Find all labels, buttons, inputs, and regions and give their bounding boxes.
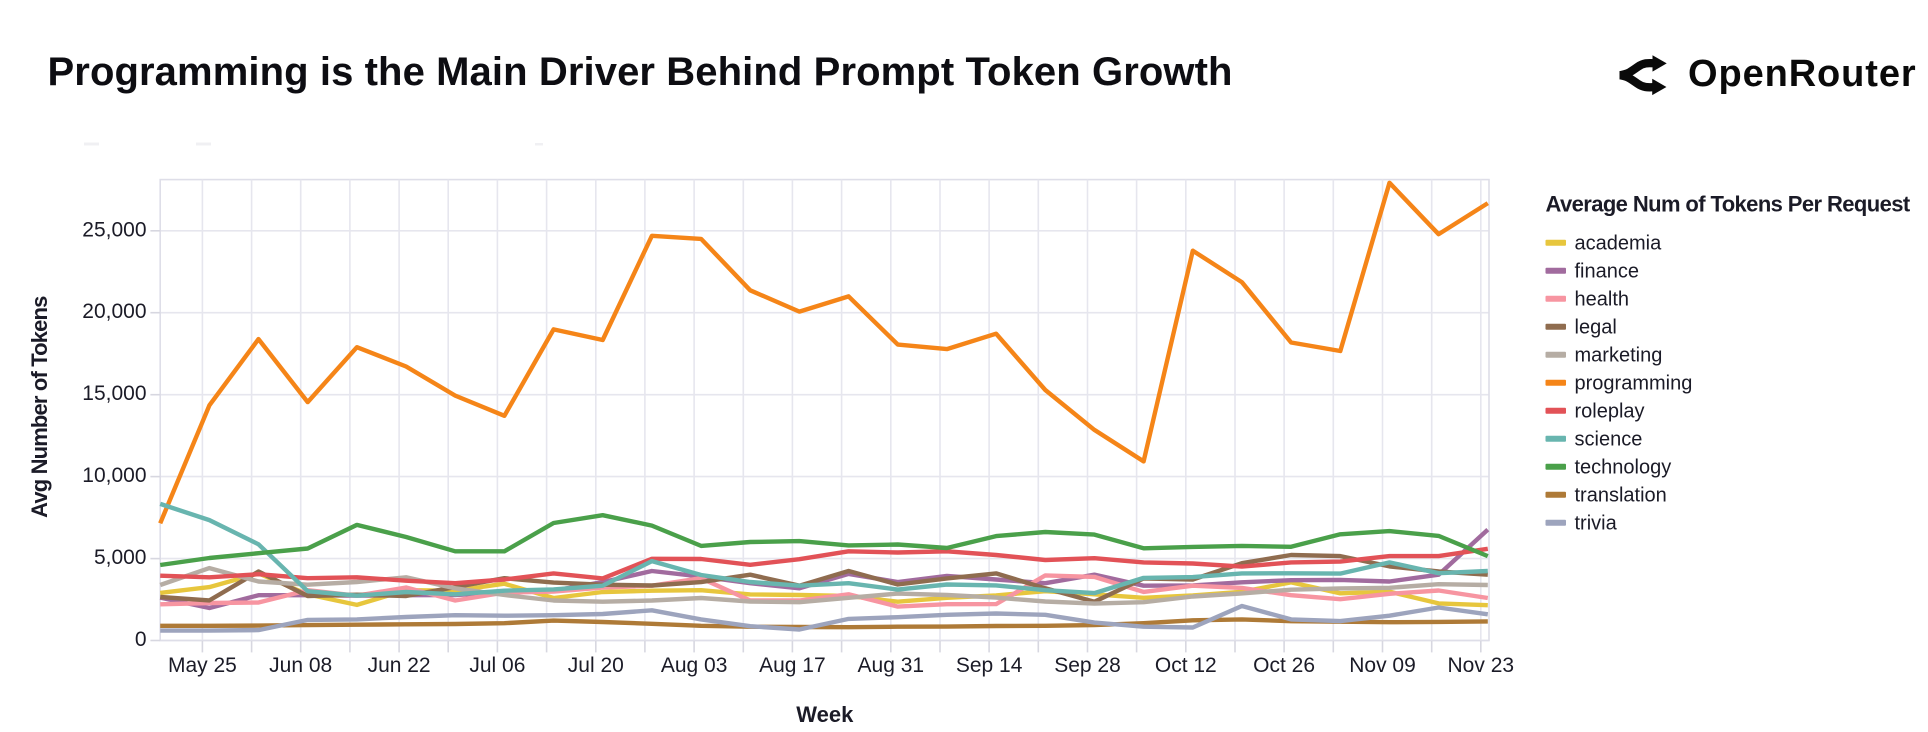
svg-text:5,000: 5,000 — [94, 546, 147, 569]
svg-text:Aug 31: Aug 31 — [858, 654, 925, 677]
svg-text:academia: academia — [1575, 233, 1663, 255]
svg-text:legal: legal — [1575, 317, 1617, 339]
svg-text:Sep 14: Sep 14 — [956, 654, 1023, 677]
svg-text:May 25: May 25 — [168, 654, 237, 677]
svg-text:OpenRouter: OpenRouter — [1688, 53, 1917, 95]
svg-text:finance: finance — [1575, 261, 1640, 283]
svg-text:Jul 06: Jul 06 — [469, 654, 525, 677]
svg-text:15,000: 15,000 — [82, 382, 146, 405]
svg-text:Aug 03: Aug 03 — [661, 654, 728, 677]
svg-text:Jul 20: Jul 20 — [568, 654, 624, 677]
svg-text:Oct 26: Oct 26 — [1253, 654, 1315, 677]
svg-text:translation: translation — [1575, 485, 1667, 507]
svg-text:Avg Number of Tokens: Avg Number of Tokens — [27, 296, 52, 518]
svg-text:roleplay: roleplay — [1575, 401, 1645, 423]
svg-text:Nov 09: Nov 09 — [1349, 654, 1416, 677]
svg-text:Jun 08: Jun 08 — [269, 654, 332, 677]
svg-text:Sep 28: Sep 28 — [1054, 654, 1121, 677]
svg-text:Aug 17: Aug 17 — [759, 654, 826, 677]
svg-text:Average Num of Tokens Per Requ: Average Num of Tokens Per Request — [1546, 192, 1911, 217]
svg-text:science: science — [1575, 429, 1643, 451]
svg-text:20,000: 20,000 — [82, 300, 146, 323]
svg-text:Oct 12: Oct 12 — [1155, 654, 1217, 677]
svg-text:10,000: 10,000 — [82, 464, 146, 487]
svg-text:technology: technology — [1575, 457, 1672, 479]
svg-text:Programming is the Main Driver: Programming is the Main Driver Behind Pr… — [48, 50, 1233, 94]
svg-text:health: health — [1575, 289, 1630, 311]
svg-text:trivia: trivia — [1575, 513, 1618, 535]
svg-text:programming: programming — [1575, 373, 1693, 395]
svg-text:Jun 22: Jun 22 — [368, 654, 431, 677]
svg-text:Nov 23: Nov 23 — [1448, 654, 1515, 677]
svg-text:0: 0 — [135, 628, 147, 651]
svg-text:25,000: 25,000 — [82, 218, 146, 241]
svg-text:Week: Week — [796, 702, 854, 727]
svg-text:marketing: marketing — [1575, 345, 1663, 367]
